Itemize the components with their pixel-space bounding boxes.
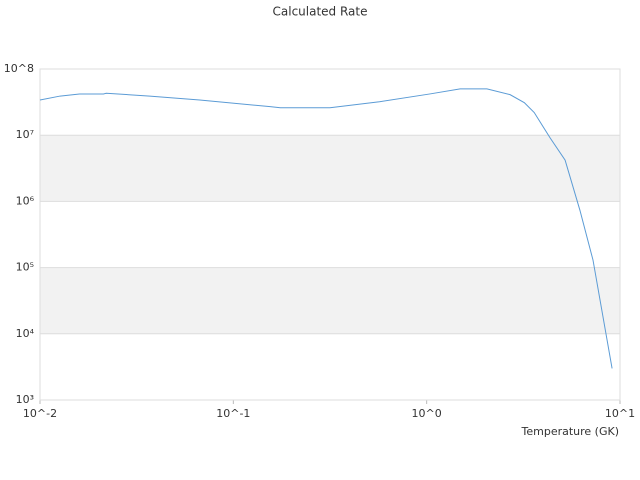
x-axis-label: Temperature (GK)	[521, 425, 620, 438]
y-tick-label: 10⁵	[16, 261, 34, 274]
y-tick-label: 10^8	[4, 62, 34, 75]
band	[40, 267, 620, 334]
y-tick-label: 10⁷	[16, 128, 34, 141]
y-tick-label: 10³	[16, 393, 34, 406]
x-tick-label: 10^1	[605, 407, 635, 420]
band	[40, 135, 620, 202]
plot-border	[39, 68, 621, 401]
x-tick-label: 10^-2	[23, 407, 57, 420]
chart-title: Calculated Rate	[273, 5, 368, 19]
y-tick-label: 10⁶	[16, 194, 35, 207]
x-tick-label: 10^0	[412, 407, 442, 420]
x-tick-label: 10^-1	[216, 407, 250, 420]
y-tick-label: 10⁴	[16, 327, 35, 340]
line	[39, 88, 613, 369]
